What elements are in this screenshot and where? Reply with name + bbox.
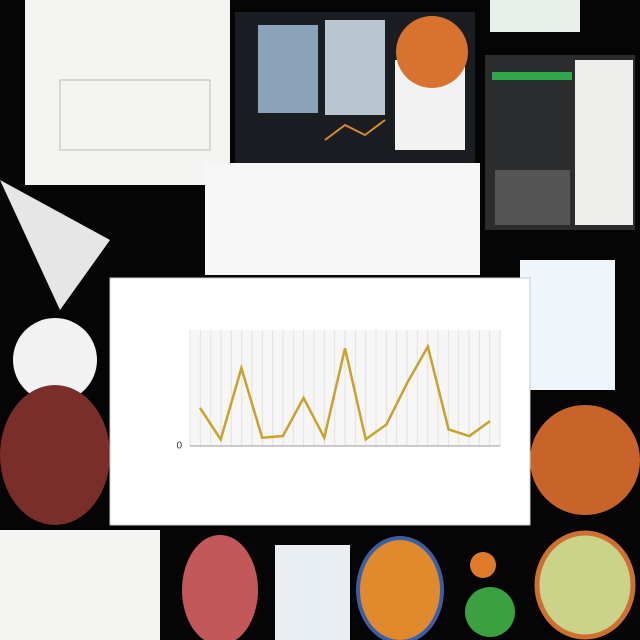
chart: 0 xyxy=(176,330,501,452)
table-panel xyxy=(205,163,480,275)
diagram-disc xyxy=(356,536,444,640)
small-chart-panel xyxy=(520,260,615,390)
shape xyxy=(13,318,97,402)
organ-image xyxy=(182,535,258,640)
y-tick-label: 0 xyxy=(176,441,182,452)
panel-chart xyxy=(59,79,211,151)
organ-image xyxy=(534,530,636,640)
sphere xyxy=(396,16,468,88)
document-panel xyxy=(0,530,160,640)
dashboard-bar xyxy=(492,72,572,80)
organ-image xyxy=(530,405,640,515)
shape xyxy=(0,180,110,310)
dashboard-image xyxy=(495,170,570,225)
document-panel xyxy=(25,0,230,185)
line xyxy=(198,343,491,443)
thumb-panel xyxy=(490,0,580,32)
photo xyxy=(258,25,318,113)
organ-image xyxy=(0,385,110,525)
sphere xyxy=(470,552,496,578)
photo xyxy=(325,20,385,115)
sphere xyxy=(465,587,515,637)
thumb-panel xyxy=(275,545,350,640)
panel-line xyxy=(324,119,386,141)
dashboard-sidebar xyxy=(575,60,633,225)
